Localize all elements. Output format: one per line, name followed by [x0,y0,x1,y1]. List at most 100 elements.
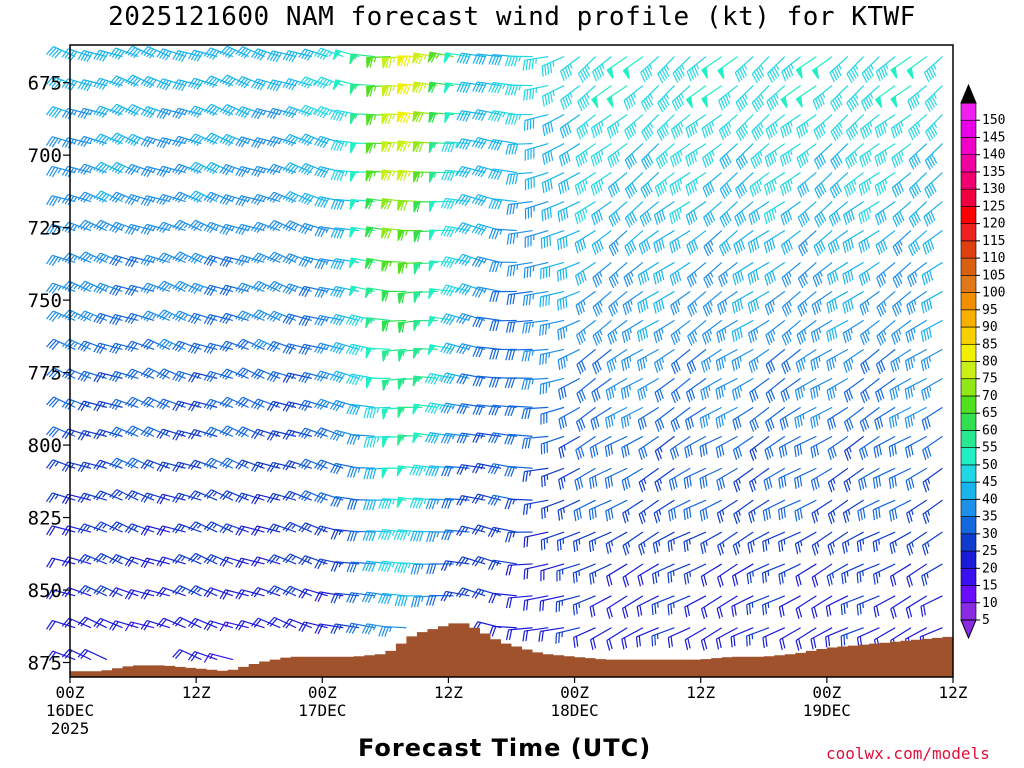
barb-full-flag [130,77,139,86]
barb-half-flag [933,122,938,128]
wind-barb [846,56,865,84]
barb-full-flag [266,79,274,90]
barb-half-flag [743,64,748,70]
wind-barb [504,113,533,125]
barb-full-flag [109,47,117,57]
barb-full-flag [415,141,421,153]
barb-full-flag [462,53,468,64]
barb-full-flag [765,129,771,140]
barb-full-flag [282,50,290,60]
barb-full-flag [148,49,157,59]
barb-half-flag [885,63,889,70]
barb-full-flag [462,111,468,122]
barb-half-flag [665,93,670,100]
wind-barb [577,56,597,83]
barb-full-flag [576,129,582,140]
barb-full-flag [109,75,117,85]
barb-full-flag [548,294,551,306]
barb-half-flag [681,64,685,70]
barb-full-flag [531,58,535,70]
barb-full-flag [643,129,650,139]
barb-full-flag [336,140,342,151]
barb-pennant [606,95,614,108]
barb-half-flag [900,121,904,127]
barb-full-flag [676,68,683,79]
barb-full-flag [70,81,78,91]
wind-barb [591,85,612,109]
barb-full-flag [156,108,163,118]
barb-full-flag [798,126,804,137]
barb-full-flag [61,108,69,118]
barb-half-flag [569,63,573,69]
barb-full-flag [772,123,778,134]
barb-full-flag [529,266,532,278]
barb-full-flag [930,66,937,77]
barb-full-flag [156,78,164,88]
barb-full-flag [206,105,215,114]
wind-barb [685,85,707,109]
barb-full-flag [583,123,589,134]
barb-full-flag [96,78,104,89]
barb-full-flag [757,124,764,135]
barb-full-flag [862,127,868,138]
barb-full-flag [701,128,706,139]
barb-half-flag [601,63,605,70]
barb-full-flag [831,70,838,81]
barb-full-flag [580,71,586,81]
wind-barb [298,48,328,61]
barb-full-flag [266,108,274,118]
wind-barb [908,114,928,141]
barb-pennant [906,66,914,80]
barb-full-flag [93,133,101,143]
barb-full-flag [285,51,292,61]
barb-half-flag [57,314,62,319]
barb-full-flag [203,47,212,57]
barb-full-flag [526,267,529,278]
wind-barb [701,85,723,108]
barb-full-flag [545,353,548,364]
barb-full-flag [336,111,342,121]
wind-barb [906,56,928,80]
barb-full-flag [175,136,182,147]
barb-full-flag [813,130,819,141]
barb-full-flag [51,108,59,118]
barb-pennant [428,142,436,153]
wind-barb [365,142,391,154]
barb-pennant [622,66,630,80]
barb-full-flag [301,106,309,115]
barb-full-flag [877,126,882,137]
wind-barb [266,107,297,120]
barb-full-flag [590,127,596,139]
barb-full-flag [526,89,529,101]
barb-full-flag [405,84,411,95]
barb-full-flag [240,108,248,118]
barb-full-flag [478,82,484,93]
barb-full-flag [584,66,591,77]
barb-full-flag [836,95,843,106]
wind-barb [751,114,770,141]
barb-full-flag [542,125,546,136]
barb-full-flag [316,77,325,87]
barb-full-flag [272,81,280,91]
barb-full-flag [48,107,56,117]
barb-full-flag [330,109,337,120]
barb-half-flag [822,92,826,99]
barb-full-flag [718,130,725,141]
barb-full-flag [678,95,684,106]
barb-full-flag [303,107,312,117]
barb-full-flag [742,124,749,135]
barb-pennant [381,141,389,153]
barb-full-flag [235,136,242,146]
barb-full-flag [567,94,572,105]
barb-shaft [508,142,533,146]
barb-full-flag [124,45,133,55]
barb-full-flag [783,69,789,80]
barb-full-flag [83,109,90,120]
wind-barb [93,49,123,62]
barb-full-flag [339,111,345,122]
barb-full-flag [879,124,884,135]
barb-full-flag [641,131,648,142]
barb-full-flag [545,295,548,306]
barb-full-flag [196,108,204,118]
barb-full-flag [418,54,424,65]
